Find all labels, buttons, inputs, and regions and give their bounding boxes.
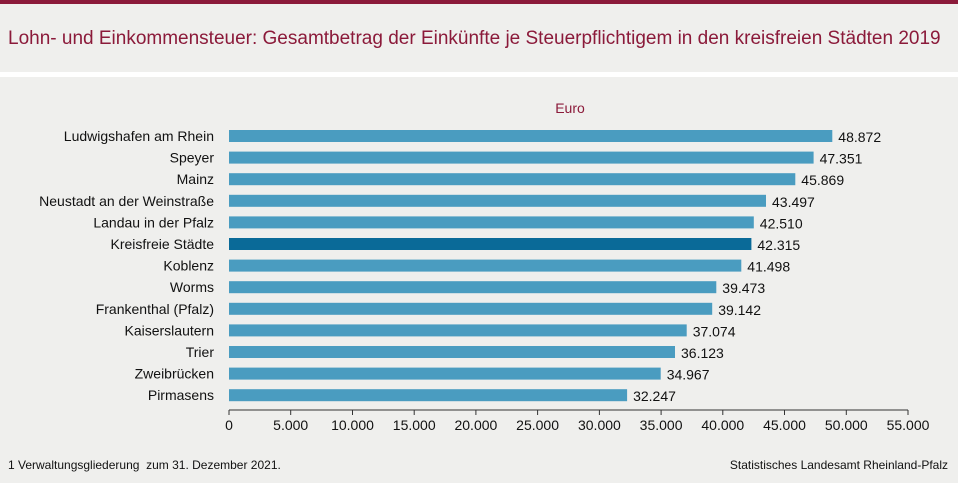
bar-1 bbox=[229, 151, 814, 164]
bar-3 bbox=[229, 194, 766, 207]
source-credit: Statistisches Landesamt Rheinland-Pfalz bbox=[729, 458, 948, 472]
category-label: Neustadt an der Weinstraße bbox=[39, 193, 214, 209]
chart-area: Euro Ludwigshafen am Rhein Speyer Mainz Neu… bbox=[0, 77, 958, 478]
value-label: 47.351 bbox=[820, 151, 863, 167]
value-label: 41.498 bbox=[747, 259, 790, 275]
bar-5 bbox=[229, 238, 752, 250]
value-label: 34.967 bbox=[667, 367, 710, 383]
unit-label: Euro bbox=[555, 100, 585, 116]
category-label: Koblenz bbox=[163, 258, 214, 274]
category-label: Worms bbox=[170, 279, 214, 295]
bar-7 bbox=[229, 281, 717, 294]
value-label: 37.074 bbox=[693, 323, 736, 339]
value-label: 36.123 bbox=[681, 345, 724, 361]
category-label: Landau in der Pfalz bbox=[93, 214, 214, 230]
bar-9 bbox=[229, 324, 687, 337]
x-tick-label: 20.000 bbox=[454, 417, 497, 433]
category-label: Speyer bbox=[170, 150, 215, 166]
x-axis: 0 5.000 10.000 15.000 20.000 25.000 30.000 35.0… bbox=[225, 409, 930, 433]
value-label: 39.473 bbox=[722, 280, 765, 296]
x-tick-label: 50.000 bbox=[825, 417, 868, 433]
x-tick-label: 25.000 bbox=[516, 417, 559, 433]
bar-0 bbox=[229, 130, 833, 142]
category-labels-group: Ludwigshafen am Rhein Speyer Mainz Neustadt… bbox=[39, 128, 214, 403]
x-tick-label: 10.000 bbox=[331, 417, 374, 433]
category-label: Kreisfreie Städte bbox=[111, 236, 215, 252]
bar-chart: Euro Ludwigshafen am Rhein Speyer Mainz Neu… bbox=[39, 100, 930, 433]
value-label: 42.315 bbox=[757, 237, 800, 253]
category-label: Frankenthal (Pfalz) bbox=[96, 301, 214, 317]
bar-12 bbox=[229, 389, 628, 402]
bar-11 bbox=[229, 367, 661, 380]
category-label: Kaiserslautern bbox=[125, 322, 215, 338]
value-label: 43.497 bbox=[772, 194, 815, 210]
bar-2 bbox=[229, 173, 796, 186]
value-labels-group: 48.872 47.351 45.869 43.497 42.510 42.315 41.4… bbox=[633, 129, 881, 404]
bar-10 bbox=[229, 346, 675, 358]
header: Lohn- und Einkommensteuer: Gesamtbetrag … bbox=[0, 4, 958, 72]
value-label: 32.247 bbox=[633, 388, 676, 404]
x-tick-label: 35.000 bbox=[640, 417, 683, 433]
x-tick-label: 55.000 bbox=[887, 417, 930, 433]
header-divider bbox=[0, 72, 958, 77]
value-label: 39.142 bbox=[718, 302, 761, 318]
bars-group bbox=[229, 130, 833, 402]
bar-4 bbox=[229, 216, 754, 229]
value-label: 42.510 bbox=[760, 215, 803, 231]
category-label: Pirmasens bbox=[148, 387, 214, 403]
x-tick-label: 15.000 bbox=[393, 417, 436, 433]
category-label: Mainz bbox=[177, 171, 214, 187]
category-label: Zweibrücken bbox=[135, 366, 214, 382]
value-label: 45.869 bbox=[801, 172, 844, 188]
x-tick-label: 45.000 bbox=[763, 417, 806, 433]
top-accent-bar bbox=[0, 0, 958, 4]
x-tick-label: 0 bbox=[225, 417, 233, 433]
category-label: Ludwigshafen am Rhein bbox=[64, 128, 214, 144]
chart-title: Lohn- und Einkommensteuer: Gesamtbetrag … bbox=[8, 28, 941, 49]
value-label: 48.872 bbox=[838, 129, 881, 145]
x-tick-label: 30.000 bbox=[578, 417, 621, 433]
x-tick-label: 40.000 bbox=[701, 417, 744, 433]
footnote: 1 Verwaltungsgliederung zum 31. Dezember… bbox=[8, 458, 281, 472]
bar-8 bbox=[229, 302, 713, 315]
category-label: Trier bbox=[186, 344, 215, 360]
x-tick-label: 5.000 bbox=[273, 417, 308, 433]
bar-6 bbox=[229, 259, 742, 272]
